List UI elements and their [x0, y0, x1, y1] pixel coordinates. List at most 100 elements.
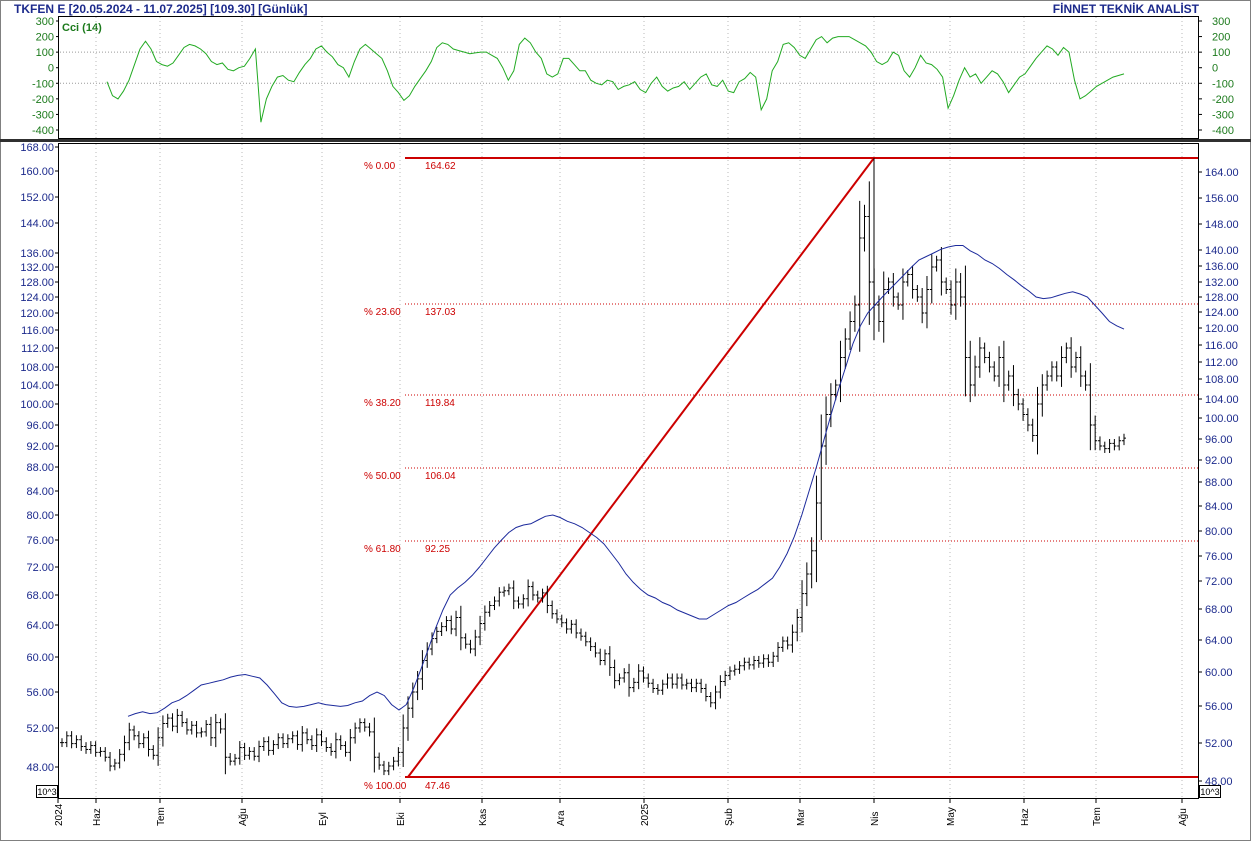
price-bar — [309, 735, 314, 750]
price-bar — [665, 673, 670, 689]
price-bar — [627, 663, 632, 697]
price-bar — [64, 731, 69, 748]
price-tick-label: 112.00 — [1205, 357, 1238, 369]
price-bar — [607, 646, 612, 676]
x-tick-label: Eyl — [318, 812, 329, 826]
price-tick-label: 80.00 — [26, 510, 54, 522]
price-bar — [276, 733, 281, 750]
price-left-axis: 168.00 160.00 152.00 144.00 136.00 132.00 128.… — [20, 142, 58, 774]
fib-value-label: 106.04 — [425, 471, 456, 482]
price-bar — [237, 741, 242, 765]
cci-line — [106, 35, 1125, 123]
price-bar — [497, 587, 502, 607]
price-bar — [1078, 346, 1083, 387]
price-bar — [915, 285, 920, 302]
price-bar — [987, 351, 992, 373]
price-bar — [896, 292, 901, 310]
x-axis: 2024 Haz Tem Ağu Eyl Eki Kas Ara 2025 Şub Mar Nis Ma… — [54, 798, 1189, 826]
fib-pct-label: % 38.20 — [364, 398, 401, 409]
cci-legend: Cci (14) — [62, 22, 102, 34]
price-tick-label: 116.00 — [1205, 340, 1238, 352]
price-bar — [1045, 370, 1050, 391]
price-bar — [973, 355, 978, 397]
price-bar — [213, 713, 218, 748]
price-tick-label: 88.00 — [1205, 477, 1233, 489]
price-bar — [1117, 436, 1122, 451]
price-bar — [482, 605, 487, 631]
price-bar — [953, 268, 958, 320]
price-bar — [612, 659, 617, 689]
price-bar — [160, 715, 165, 747]
price-bar — [968, 340, 973, 403]
price-bar — [1016, 388, 1021, 411]
price-bar — [723, 670, 728, 687]
price-bar — [833, 379, 838, 401]
price-tick-label: 132.00 — [1205, 277, 1239, 289]
price-bar — [194, 720, 199, 738]
price-bar — [780, 636, 785, 652]
x-tick-label: Ağu — [238, 808, 249, 826]
price-bar — [828, 383, 833, 428]
price-bar — [944, 277, 949, 294]
price-bar — [771, 651, 776, 667]
price-bar — [487, 601, 492, 617]
price-bar — [718, 675, 723, 699]
price-tick-label: 80.00 — [1205, 526, 1233, 538]
panel-separator — [0, 139, 1251, 142]
price-bar — [554, 609, 559, 624]
price-bar — [646, 673, 651, 688]
price-bar — [93, 741, 98, 757]
price-bar — [463, 633, 468, 649]
price-bar — [473, 629, 478, 657]
price-tick-label: 164.00 — [1205, 167, 1239, 179]
price-bar — [588, 637, 593, 652]
price-bar — [434, 626, 439, 644]
price-tick-label: 160.00 — [20, 166, 54, 178]
price-bar — [891, 273, 896, 307]
price-bar — [391, 756, 396, 771]
price-bar — [367, 722, 372, 737]
fibonacci-retracement: % 0.00 164.62 % 23.60 137.03 % 38.20 119.84 % … — [364, 157, 1198, 792]
price-bar — [732, 664, 737, 676]
price-bar — [751, 655, 756, 670]
price-bar — [333, 732, 338, 759]
moving-average-line — [127, 245, 1125, 717]
month-gridlines — [95, 17, 1183, 798]
x-tick-label: Eki — [396, 812, 407, 826]
price-bar — [252, 747, 257, 761]
price-bar — [910, 265, 915, 299]
price-bar — [747, 657, 752, 670]
x-tick-label: 2025 — [640, 803, 651, 826]
price-bar — [631, 677, 636, 693]
x-tick-label: May — [946, 807, 957, 826]
price-bar — [660, 679, 665, 695]
price-bar — [540, 588, 545, 603]
chart-title: TKFEN E [20.05.2024 - 11.07.2025] [109.3… — [14, 2, 307, 16]
price-bar — [800, 580, 805, 633]
price-bar — [1001, 340, 1006, 403]
price-tick-label: 68.00 — [26, 590, 54, 602]
price-bar — [151, 745, 156, 760]
price-bar — [511, 580, 516, 610]
x-tick-label: Ağu — [1178, 808, 1189, 826]
price-bar — [641, 666, 646, 683]
price-bar — [949, 280, 954, 315]
price-bar — [329, 743, 334, 756]
price-tick-label: 96.00 — [1205, 434, 1233, 446]
price-bar — [939, 247, 944, 296]
fib-pct-label: % 23.60 — [364, 307, 401, 318]
price-bar — [353, 722, 358, 744]
price-bar — [862, 204, 867, 252]
price-tick-label: 56.00 — [26, 687, 54, 699]
cci-tick-label: 100 — [1212, 47, 1230, 59]
price-bar — [848, 311, 853, 350]
price-bar — [1093, 415, 1098, 451]
price-bar — [338, 735, 343, 750]
price-right-axis: 164.00 156.00 148.00 140.00 136.00 132.00 128.… — [1198, 167, 1239, 788]
price-bar — [348, 728, 353, 762]
price-tick-label: 120.00 — [1205, 323, 1239, 335]
price-bar — [583, 631, 588, 647]
price-bar — [655, 684, 660, 695]
price-tick-label: 64.00 — [1205, 635, 1233, 647]
